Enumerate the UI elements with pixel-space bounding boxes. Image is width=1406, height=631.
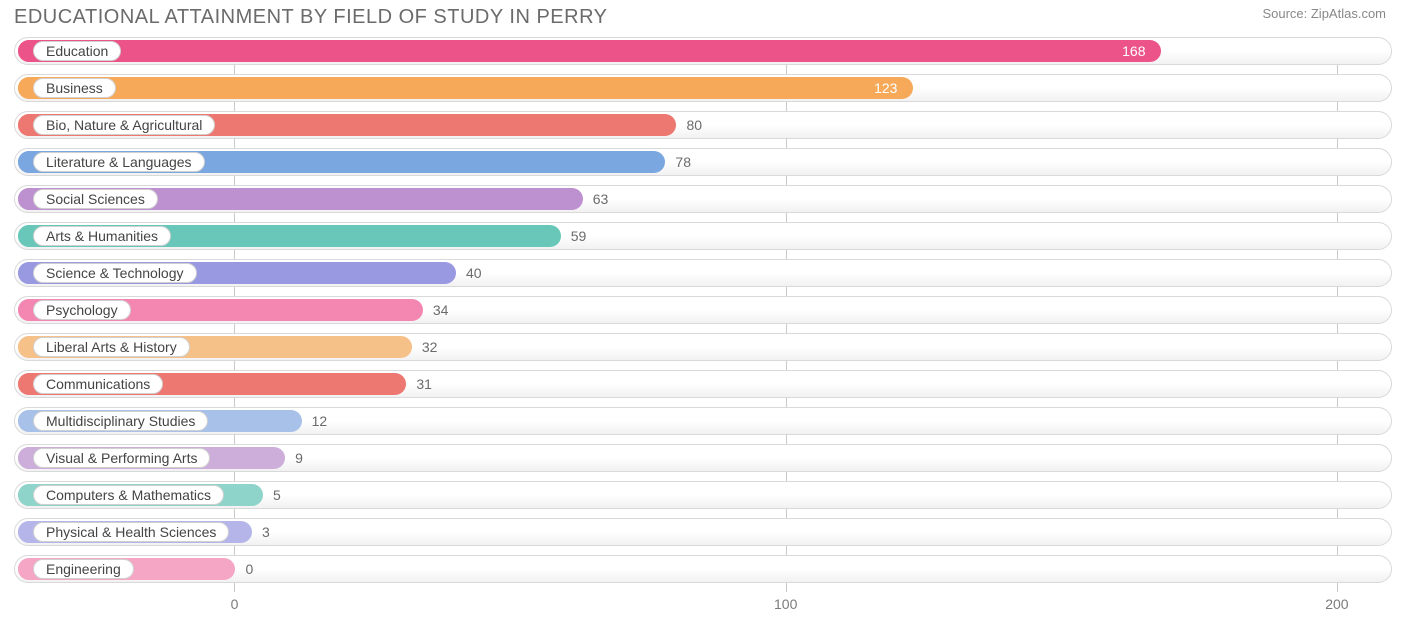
- bar-fill: [18, 77, 913, 99]
- bar-category-label: Bio, Nature & Agricultural: [33, 115, 215, 135]
- bar-category-label: Science & Technology: [33, 263, 197, 283]
- bar-category-label: Multidisciplinary Studies: [33, 411, 208, 431]
- bar-category-label: Computers & Mathematics: [33, 485, 224, 505]
- bar-row: Visual & Performing Arts 9: [14, 444, 1392, 472]
- x-axis: 0 100 200: [14, 596, 1392, 618]
- bar-fill: [18, 40, 1161, 62]
- plot-area: Education168Business123Bio, Nature & Agr…: [14, 37, 1392, 592]
- bar-row: Social Sciences 63: [14, 185, 1392, 213]
- bar-row: Business 123: [14, 74, 1392, 102]
- bar-value-label: 59: [571, 223, 587, 249]
- bar-row: Psychology 34: [14, 296, 1392, 324]
- bar-category-label: Social Sciences: [33, 189, 158, 209]
- bar-category-label: Literature & Languages: [33, 152, 205, 172]
- bar-value-label: 80: [686, 112, 702, 138]
- x-axis-tick-label: 100: [774, 596, 797, 612]
- bar-category-label: Arts & Humanities: [33, 226, 171, 246]
- bar-row: Communications 31: [14, 370, 1392, 398]
- bar-row: Multidisciplinary Studies 12: [14, 407, 1392, 435]
- bar-value-label: 123: [874, 75, 897, 101]
- chart-container: Education168Business123Bio, Nature & Agr…: [0, 33, 1406, 618]
- bar-category-label: Business: [33, 78, 116, 98]
- bar-row: Physical & Health Sciences 3: [14, 518, 1392, 546]
- bar-row: Literature & Languages 78: [14, 148, 1392, 176]
- bar-value-label: 0: [245, 556, 253, 582]
- bar-row: Arts & Humanities 59: [14, 222, 1392, 250]
- bar-category-label: Liberal Arts & History: [33, 337, 190, 357]
- bar-category-label: Communications: [33, 374, 163, 394]
- bar-row: Liberal Arts & History 32: [14, 333, 1392, 361]
- bar-value-label: 31: [416, 371, 432, 397]
- bar-row: Science & Technology 40: [14, 259, 1392, 287]
- bar-value-label: 32: [422, 334, 438, 360]
- bar-value-label: 34: [433, 297, 449, 323]
- bar-value-label: 12: [312, 408, 328, 434]
- bar-value-label: 40: [466, 260, 482, 286]
- source-attribution: Source: ZipAtlas.com: [1262, 6, 1386, 21]
- bar-value-label: 63: [593, 186, 609, 212]
- x-axis-tick-label: 0: [231, 596, 239, 612]
- bar-row: Education 168: [14, 37, 1392, 65]
- bar-value-label: 78: [675, 149, 691, 175]
- bar-category-label: Engineering: [33, 559, 134, 579]
- header: EDUCATIONAL ATTAINMENT BY FIELD OF STUDY…: [0, 0, 1406, 33]
- bar-category-label: Physical & Health Sciences: [33, 522, 229, 542]
- bar-row: Bio, Nature & Agricultural 80: [14, 111, 1392, 139]
- chart-title: EDUCATIONAL ATTAINMENT BY FIELD OF STUDY…: [14, 6, 608, 29]
- bar-value-label: 9: [295, 445, 303, 471]
- bar-row: Engineering 0: [14, 555, 1392, 583]
- bar-category-label: Visual & Performing Arts: [33, 448, 210, 468]
- bar-value-label: 168: [1122, 38, 1145, 64]
- x-axis-tick-label: 200: [1325, 596, 1348, 612]
- bar-value-label: 5: [273, 482, 281, 508]
- bar-row: Computers & Mathematics 5: [14, 481, 1392, 509]
- bar-category-label: Psychology: [33, 300, 131, 320]
- bar-category-label: Education: [33, 41, 121, 61]
- bar-value-label: 3: [262, 519, 270, 545]
